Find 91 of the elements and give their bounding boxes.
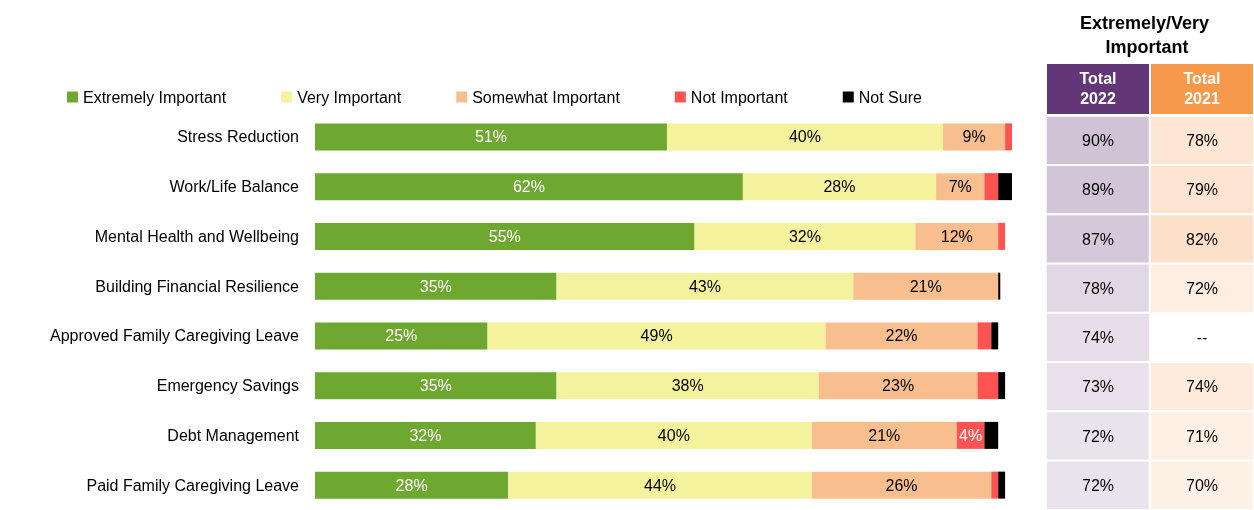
- data-label: 28%: [395, 476, 428, 494]
- y-tick-label: Stress Reduction: [177, 128, 299, 146]
- bar: [818, 372, 978, 400]
- bar: [315, 322, 488, 350]
- y-tick-label: Debt Management: [167, 426, 300, 444]
- data-label: 62%: [512, 178, 545, 196]
- data-label: 55%: [488, 227, 521, 245]
- data-label: 74%: [1081, 329, 1115, 347]
- data-label: 89%: [1081, 181, 1115, 199]
- data-label: 32%: [409, 426, 442, 444]
- bar: [984, 173, 999, 201]
- bar: [487, 322, 826, 350]
- data-label: 22%: [885, 327, 918, 345]
- bar: [315, 123, 667, 151]
- data-label: 9%: [962, 128, 986, 146]
- bar: [742, 173, 937, 201]
- bar: [315, 222, 695, 250]
- bar: [694, 222, 916, 250]
- data-label: 35%: [419, 277, 452, 295]
- bar: [984, 421, 999, 449]
- bar: [998, 222, 1006, 250]
- data-label: 26%: [885, 476, 918, 494]
- y-tick-label: Mental Health and Wellbeing: [94, 227, 299, 245]
- bar: [315, 471, 509, 499]
- data-label: 21%: [909, 277, 942, 295]
- data-label: 78%: [1185, 132, 1219, 150]
- data-label: 78%: [1081, 279, 1115, 297]
- data-label: 25%: [385, 327, 418, 345]
- bar: [315, 173, 743, 201]
- data-label: 40%: [788, 128, 821, 146]
- bar: [977, 372, 999, 400]
- bar: [315, 272, 557, 300]
- data-label: 4%: [959, 426, 983, 444]
- data-label: 90%: [1081, 132, 1115, 150]
- x-tick-label: Total 2022: [1079, 69, 1117, 107]
- y-tick-label: Emergency Savings: [156, 377, 299, 395]
- data-label: 43%: [688, 277, 721, 295]
- data-label: 32%: [788, 227, 821, 245]
- data-label: 40%: [657, 426, 690, 444]
- bar: [315, 421, 536, 449]
- data-label: 51%: [474, 128, 507, 146]
- text: --: [1196, 329, 1208, 347]
- data-label: 49%: [640, 327, 673, 345]
- data-label: 82%: [1185, 230, 1219, 248]
- data-label: 72%: [1081, 427, 1115, 445]
- data-label: 28%: [823, 178, 856, 196]
- bar: [998, 173, 1012, 201]
- legend-label: Somewhat Important: [472, 88, 621, 106]
- bar: [811, 471, 992, 499]
- x-tick-label: Total 2021: [1183, 69, 1221, 107]
- legend-label: Not Sure: [858, 88, 922, 106]
- data-label: 73%: [1081, 378, 1115, 396]
- bar: [811, 421, 957, 449]
- data-label: 87%: [1081, 230, 1115, 248]
- data-label: 38%: [671, 377, 704, 395]
- data-label: 35%: [419, 377, 452, 395]
- data-label: 74%: [1185, 378, 1219, 396]
- data-label: 12%: [940, 227, 973, 245]
- bar: [977, 322, 992, 350]
- y-tick-label: Work/Life Balance: [169, 178, 300, 196]
- data-label: 44%: [644, 476, 677, 494]
- data-label: 23%: [882, 377, 915, 395]
- bar: [998, 272, 1001, 300]
- bar: [825, 322, 978, 350]
- data-label: 21%: [868, 426, 901, 444]
- chart-title: Extremely/Very Important: [1079, 13, 1215, 57]
- y-tick-label: Building Financial Resilience: [95, 277, 300, 295]
- legend-label: Not Important: [690, 88, 789, 106]
- data-label: 79%: [1185, 181, 1219, 199]
- bar: [998, 372, 1006, 400]
- bar: [853, 272, 999, 300]
- legend-label: Very Important: [297, 88, 402, 106]
- bar: [991, 322, 999, 350]
- bar: [998, 471, 1006, 499]
- bar: [535, 421, 812, 449]
- data-label: 70%: [1185, 476, 1219, 494]
- y-tick-label: Approved Family Caregiving Leave: [49, 327, 300, 345]
- legend-label: Extremely Important: [83, 88, 227, 106]
- y-tick-label: Paid Family Caregiving Leave: [86, 476, 300, 494]
- bar: [556, 272, 854, 300]
- data-label: 72%: [1185, 279, 1219, 297]
- bar: [556, 372, 819, 400]
- bar: [915, 222, 999, 250]
- data-label: 71%: [1185, 427, 1219, 445]
- bar: [666, 123, 943, 151]
- bar: [508, 471, 812, 499]
- data-label: 7%: [948, 178, 972, 196]
- bar: [1005, 123, 1012, 151]
- bar: [991, 471, 999, 499]
- bar: [315, 372, 557, 400]
- data-label: 72%: [1081, 476, 1115, 494]
